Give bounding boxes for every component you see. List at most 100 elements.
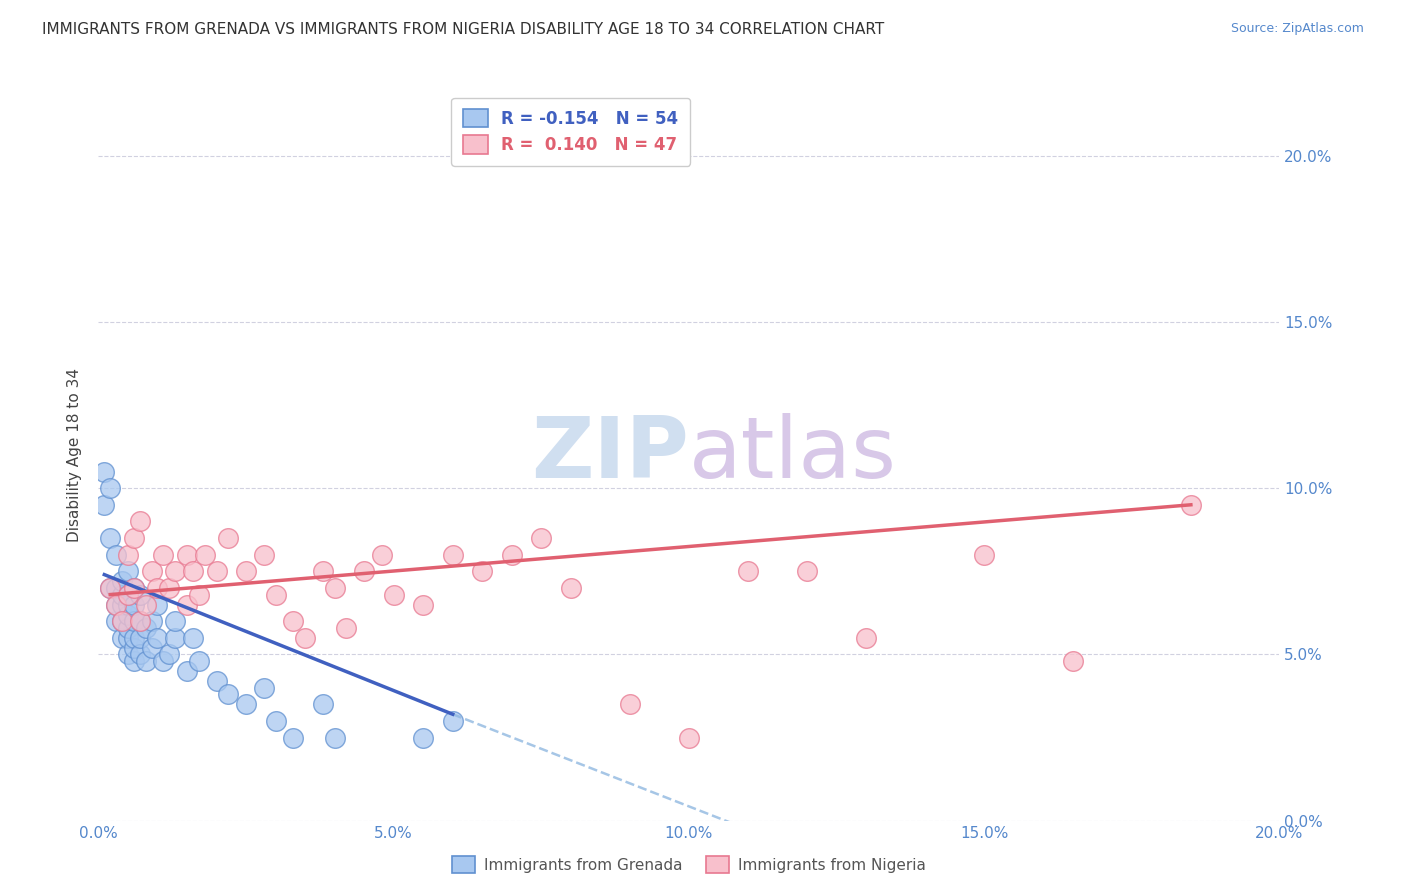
Point (264, 588, 287, 602)
Point (737, 564, 759, 578)
Point (176, 664, 198, 678)
Point (371, 548, 394, 562)
Point (1062, 654, 1084, 668)
Point (93, 498, 115, 512)
Point (105, 598, 128, 612)
Point (122, 581, 145, 595)
Point (135, 621, 157, 635)
Point (105, 548, 128, 562)
Point (111, 574, 134, 589)
Point (122, 654, 145, 668)
Point (157, 648, 180, 662)
Point (141, 640, 163, 655)
Point (796, 564, 818, 578)
Point (323, 581, 346, 595)
Point (117, 598, 139, 612)
Point (135, 598, 157, 612)
Point (122, 581, 145, 595)
Point (441, 714, 464, 728)
Point (117, 621, 139, 635)
Point (973, 548, 995, 562)
Point (187, 654, 209, 668)
Point (122, 598, 145, 612)
Point (165, 614, 187, 628)
Point (176, 548, 198, 562)
Point (165, 631, 187, 645)
Point (530, 531, 553, 545)
Point (111, 614, 134, 628)
Point (323, 731, 346, 745)
Point (181, 564, 204, 578)
Point (117, 548, 139, 562)
Point (235, 698, 257, 712)
Point (335, 621, 357, 635)
Point (141, 564, 163, 578)
Point (117, 607, 139, 622)
Point (678, 731, 700, 745)
Point (217, 531, 239, 545)
Point (187, 588, 209, 602)
Point (312, 564, 335, 578)
Point (93, 465, 115, 479)
Point (128, 614, 150, 628)
Point (128, 588, 150, 602)
Point (111, 631, 134, 645)
Point (312, 698, 335, 712)
Point (152, 654, 174, 668)
Point (412, 731, 434, 745)
Point (122, 631, 145, 645)
Point (117, 564, 139, 578)
Point (98, 581, 121, 595)
Point (111, 598, 134, 612)
Point (855, 631, 877, 645)
Point (181, 631, 204, 645)
Text: IMMIGRANTS FROM GRENADA VS IMMIGRANTS FROM NIGERIA DISABILITY AGE 18 TO 34 CORRE: IMMIGRANTS FROM GRENADA VS IMMIGRANTS FR… (42, 22, 884, 37)
Point (98, 531, 121, 545)
Point (122, 531, 145, 545)
Legend: Immigrants from Grenada, Immigrants from Nigeria: Immigrants from Grenada, Immigrants from… (446, 850, 932, 879)
Point (471, 564, 494, 578)
Point (1180, 498, 1202, 512)
Point (128, 648, 150, 662)
Point (117, 588, 139, 602)
Point (122, 614, 145, 628)
Point (217, 687, 239, 701)
Point (146, 598, 169, 612)
Point (117, 588, 139, 602)
Point (194, 548, 217, 562)
Point (382, 588, 405, 602)
Text: atlas: atlas (689, 413, 897, 497)
Point (98, 481, 121, 495)
Text: Source: ZipAtlas.com: Source: ZipAtlas.com (1230, 22, 1364, 36)
Text: ZIP: ZIP (531, 413, 689, 497)
Point (146, 631, 169, 645)
Point (117, 648, 139, 662)
Point (283, 731, 305, 745)
Point (157, 581, 180, 595)
Point (135, 654, 157, 668)
Point (205, 673, 228, 688)
Point (176, 598, 198, 612)
Point (98, 581, 121, 595)
Point (283, 614, 305, 628)
Point (253, 548, 276, 562)
Point (111, 614, 134, 628)
Point (105, 598, 128, 612)
Point (128, 631, 150, 645)
Point (353, 564, 375, 578)
Point (294, 631, 316, 645)
Point (117, 631, 139, 645)
Point (441, 548, 464, 562)
Point (235, 564, 257, 578)
Point (560, 581, 582, 595)
Point (122, 640, 145, 655)
Point (128, 614, 150, 628)
Point (412, 598, 434, 612)
Point (501, 548, 523, 562)
Point (141, 614, 163, 628)
Point (253, 681, 276, 695)
Point (111, 588, 134, 602)
Point (152, 548, 174, 562)
Point (619, 698, 641, 712)
Point (146, 581, 169, 595)
